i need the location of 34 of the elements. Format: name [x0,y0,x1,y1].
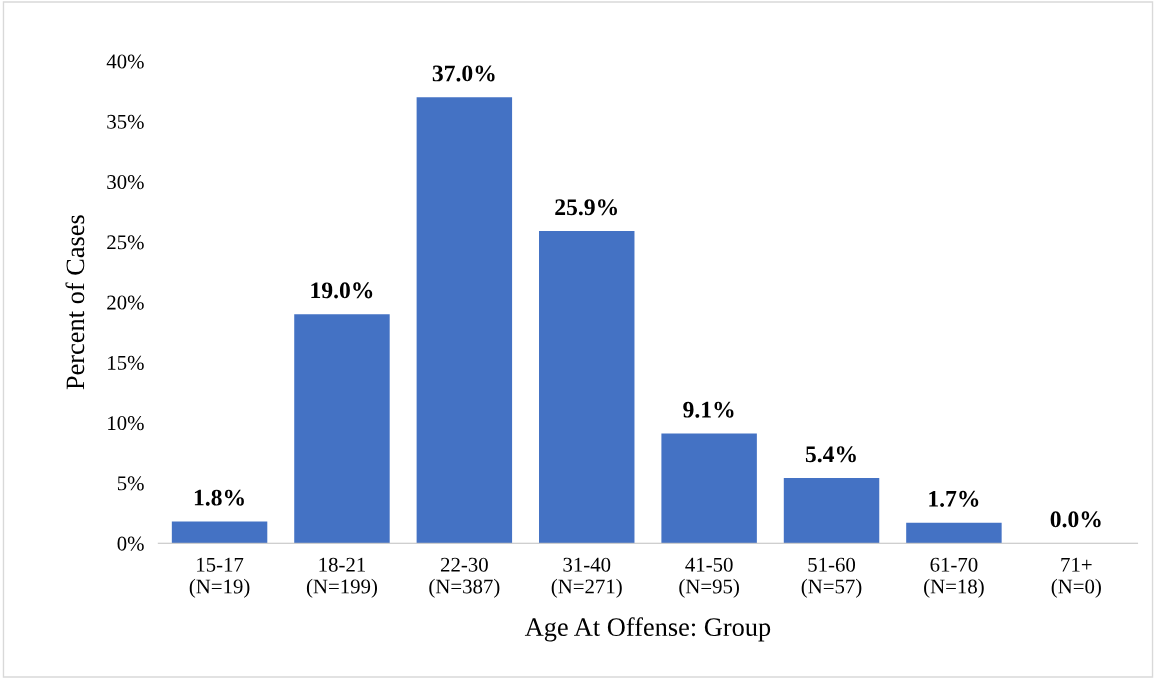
y-tick-label: 25% [107,235,144,250]
data-label: 5.4% [805,446,856,463]
data-label: 19.0% [311,282,373,299]
bar [171,521,268,544]
x-tick-label: 51-60 (N=57) [801,557,862,598]
bar [906,522,1002,544]
bar [294,314,390,544]
data-label: 1.7% [929,490,979,507]
y-tick-label: 5% [117,476,144,491]
bar [661,433,757,544]
x-tick-label: 61-70 (N=18) [924,557,984,598]
data-label: 0.0% [1050,511,1101,528]
y-tick-label: 30% [107,175,144,190]
x-tick-label: 15-17 (N=19) [189,557,250,598]
y-tick-label: 0% [117,536,144,551]
bar [416,97,513,544]
x-tick-label: 18-21 (N=199) [306,557,377,598]
bar [539,231,635,544]
data-label: 9.1% [683,401,734,418]
x-tick-label: 41-50 (N=95) [679,557,739,598]
x-axis-title: Age At Offense: Group [524,617,771,642]
data-label: 25.9% [555,199,617,216]
y-tick-label: 15% [108,355,144,370]
y-tick-label: 20% [107,295,144,310]
y-axis-title: Percent of Cases [65,215,85,390]
y-tick-label: 10% [108,416,144,431]
x-tick-label: 31-40 (N=271) [551,557,622,598]
data-label: 1.8% [194,489,244,506]
bar [783,478,880,544]
y-tick-label: 40% [106,54,144,69]
y-tick-label: 35% [107,114,144,129]
data-label: 37.0% [432,65,495,82]
x-tick-label: 22-30 (N=387) [429,557,500,598]
x-tick-label: 71+ (N=0) [1051,557,1101,598]
